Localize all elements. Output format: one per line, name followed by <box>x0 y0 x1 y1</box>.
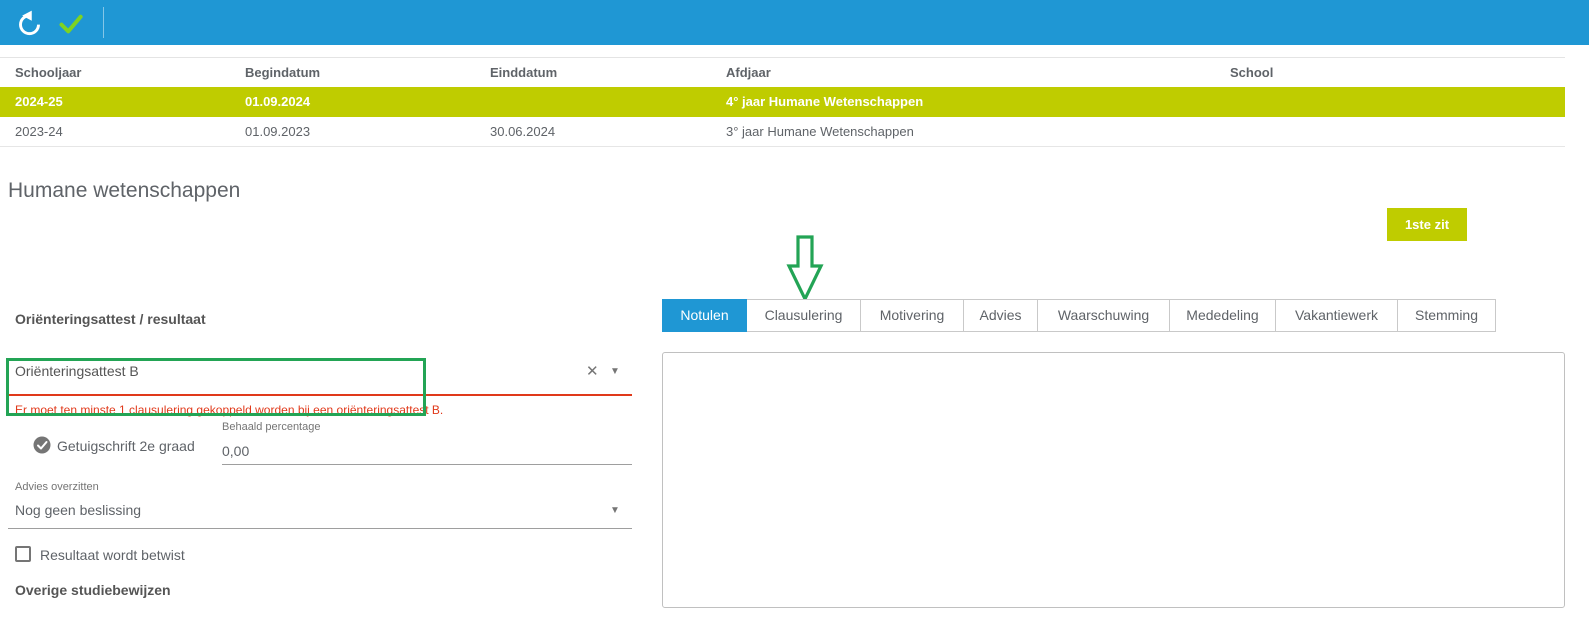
tab-motivering[interactable]: Motivering <box>860 299 964 332</box>
advies-overzitten-label: Advies overzitten <box>15 481 99 493</box>
tab-clausulering[interactable]: Clausulering <box>746 299 861 332</box>
betwist-label: Resultaat wordt betwist <box>40 547 185 563</box>
cell-begindatum: 01.09.2023 <box>245 124 311 139</box>
tab-vakantiewerk[interactable]: Vakantiewerk <box>1275 299 1398 332</box>
column-header-begindatum: Begindatum <box>245 65 321 80</box>
behaald-percentage-input[interactable]: 0,00 <box>222 443 250 459</box>
annotation-arrow-down-icon <box>786 235 824 303</box>
cell-begindatum: 01.09.2024 <box>245 94 311 109</box>
column-header-einddatum: Einddatum <box>490 65 558 80</box>
detail-tabbar: Notulen Clausulering Motivering Advies W… <box>662 299 1496 332</box>
chevron-down-icon[interactable]: ▼ <box>610 505 620 516</box>
table-header-row: Schooljaar Begindatum Einddatum Afdjaar … <box>0 57 1565 87</box>
toolbar-divider <box>103 7 104 38</box>
schoolyears-table: Schooljaar Begindatum Einddatum Afdjaar … <box>0 57 1565 147</box>
check-icon <box>58 14 83 33</box>
cell-schooljaar: 2024-25 <box>15 94 63 109</box>
tab-stemming[interactable]: Stemming <box>1397 299 1496 332</box>
notulen-text-panel[interactable] <box>662 352 1565 608</box>
tab-advies[interactable]: Advies <box>963 299 1038 332</box>
cell-einddatum: 30.06.2024 <box>490 124 556 139</box>
clear-icon[interactable]: ✕ <box>586 363 599 380</box>
tab-waarschuwing[interactable]: Waarschuwing <box>1037 299 1170 332</box>
table-row-selected[interactable]: 2024-25 01.09.2024 4° jaar Humane Wetens… <box>0 87 1565 117</box>
column-header-school: School <box>1230 65 1274 80</box>
getuigschrift-check-icon[interactable] <box>33 436 51 454</box>
orienteringsattest-select[interactable]: Oriënteringsattest B <box>15 363 139 379</box>
column-header-schooljaar: Schooljaar <box>15 65 82 80</box>
cell-afdjaar: 4° jaar Humane Wetenschappen <box>726 94 924 109</box>
attest-validation-error: Er moet ten minste 1 clausulering gekopp… <box>15 403 444 417</box>
tab-notulen[interactable]: Notulen <box>662 299 747 332</box>
cell-schooljaar: 2023-24 <box>15 124 63 139</box>
confirm-button[interactable] <box>53 6 87 40</box>
behaald-underline <box>222 464 632 465</box>
behaald-percentage-label: Behaald percentage <box>222 421 321 433</box>
section-title-overige-studiebewijzen: Overige studiebewijzen <box>15 582 171 598</box>
advies-overzitten-select[interactable]: Nog geen beslissing <box>15 502 142 518</box>
top-toolbar <box>0 0 1589 45</box>
advies-underline <box>8 528 632 529</box>
undo-button[interactable] <box>12 6 46 40</box>
column-header-afdjaar: Afdjaar <box>726 65 771 80</box>
chevron-down-icon[interactable]: ▼ <box>610 366 620 377</box>
undo-icon <box>18 10 40 35</box>
cell-afdjaar: 3° jaar Humane Wetenschappen <box>726 124 914 139</box>
getuigschrift-label: Getuigschrift 2e graad <box>57 438 195 454</box>
section-title-orienteringsattest: Oriënteringsattest / resultaat <box>15 311 206 327</box>
attest-error-underline <box>8 394 632 396</box>
page-title: Humane wetenschappen <box>8 179 241 202</box>
table-row[interactable]: 2023-24 01.09.2023 30.06.2024 3° jaar Hu… <box>0 117 1565 147</box>
tab-mededeling[interactable]: Mededeling <box>1169 299 1276 332</box>
betwist-checkbox[interactable] <box>15 546 31 562</box>
zit-badge[interactable]: 1ste zit <box>1387 208 1467 241</box>
